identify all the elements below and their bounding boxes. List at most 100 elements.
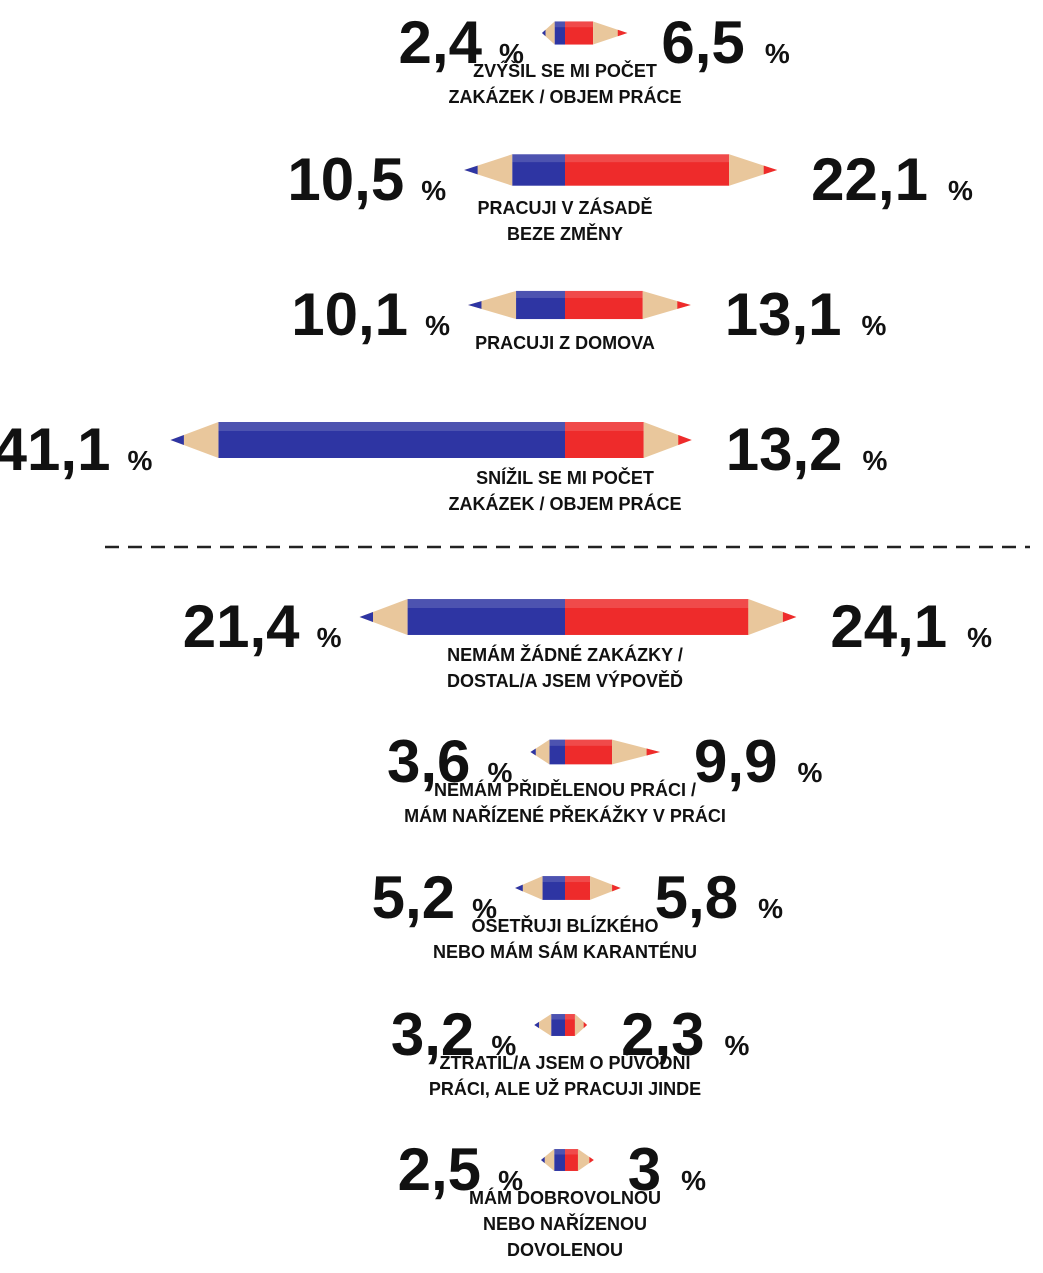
pencil-wood <box>748 599 797 635</box>
pencil-wood <box>530 739 550 765</box>
pencil-body <box>565 1149 578 1171</box>
pencil-lead <box>515 884 523 892</box>
pencil-half <box>359 599 565 635</box>
pencil-body <box>565 1014 575 1036</box>
pencil-shade <box>565 1014 575 1020</box>
percent-sign: % <box>128 445 153 476</box>
pencil-half <box>565 1014 588 1036</box>
pencil-wood <box>534 1014 552 1036</box>
category-label: ZAKÁZEK / OBJEM PRÁCE <box>448 493 681 514</box>
value-label: 13,2 <box>726 416 843 483</box>
category-label: DOVOLENOU <box>507 1240 623 1260</box>
pencil-half <box>464 154 565 186</box>
pencil-lead <box>612 884 621 892</box>
pencil-lead <box>541 1156 545 1164</box>
value-label: 24,1 <box>830 593 947 660</box>
value-label: 10,1 <box>291 281 408 348</box>
pencil-lead <box>541 29 546 37</box>
pencil-lead <box>464 165 478 175</box>
pencil-half <box>565 876 621 900</box>
value-label: 2,4 <box>399 9 483 76</box>
value-label: 6,5 <box>661 9 744 76</box>
pencil-lead <box>589 1156 594 1164</box>
pencil-wood <box>541 1149 555 1171</box>
pencil-lead <box>617 29 628 37</box>
percent-sign: % <box>725 1030 750 1061</box>
pencil-shade <box>554 21 565 28</box>
percent-sign: % <box>948 175 973 206</box>
pencil-half <box>565 422 692 458</box>
pencil-shade <box>516 290 565 298</box>
pencil-body <box>551 1014 565 1036</box>
percent-sign: % <box>425 310 450 341</box>
pencil-half <box>515 876 565 900</box>
pencil-body <box>565 876 591 900</box>
pencil-body <box>565 290 643 320</box>
pencil-body <box>554 1149 565 1171</box>
pencil-shade <box>542 876 565 883</box>
percent-sign: % <box>491 1030 516 1061</box>
category-label: ZTRATIL/A JSEM O PŮVODNÍ <box>439 1051 691 1073</box>
category-label: DOSTAL/A JSEM VÝPOVĚĎ <box>447 670 683 691</box>
pencil-wood <box>642 290 691 320</box>
pencil-half <box>565 290 691 320</box>
pencil-wood <box>590 876 621 900</box>
category-label: SNÍŽIL SE MI POČET <box>476 467 654 488</box>
value-label: 5,2 <box>372 864 455 931</box>
value-label: 13,1 <box>725 281 842 348</box>
value-label: 3,2 <box>391 1001 474 1068</box>
pencil-half <box>541 21 565 45</box>
pencil-shade <box>554 1149 565 1155</box>
category-label: ZAKÁZEK / OBJEM PRÁCE <box>448 86 681 107</box>
value-label: 22,1 <box>811 146 928 213</box>
value-label: 41,1 <box>0 416 110 483</box>
pencil-body <box>542 876 565 900</box>
category-label: PRACUJI V ZÁSADĚ <box>477 197 652 218</box>
category-label: OŠETŘUJI BLÍZKÉHO <box>471 915 658 936</box>
category-label: NEMÁM ŽÁDNÉ ZAKÁZKY / <box>447 644 683 665</box>
pencil-body <box>554 21 565 45</box>
pencil-half <box>565 599 797 635</box>
value-label: 5,8 <box>655 864 738 931</box>
percent-sign: % <box>488 757 513 788</box>
pencil-lead <box>468 301 482 309</box>
pencil-body <box>218 422 565 458</box>
pencil-wood <box>577 1149 594 1171</box>
pencil-body <box>516 290 565 320</box>
pencil-body <box>512 154 565 186</box>
pencil-shade <box>565 599 749 609</box>
percent-sign: % <box>499 38 524 69</box>
pencil-half <box>565 21 628 45</box>
pencil-wood <box>593 21 628 45</box>
pencil-half <box>530 739 565 765</box>
pencil-shade <box>565 1149 578 1155</box>
value-label: 3 <box>628 1136 661 1203</box>
pencil-wood <box>729 154 778 186</box>
pencil-shade <box>565 290 643 298</box>
pencil-shade <box>218 422 565 431</box>
pencil-lead <box>782 611 797 623</box>
pencil-half <box>565 739 661 765</box>
pencil-shade <box>565 154 730 163</box>
pencil-lead <box>170 434 184 446</box>
percent-sign: % <box>472 893 497 924</box>
pencil-body <box>407 599 565 635</box>
pencil-lead <box>530 748 536 756</box>
pencil-shade <box>565 739 613 746</box>
pencil-half <box>534 1014 565 1036</box>
pencil-shade <box>407 599 565 609</box>
pencil-body <box>565 599 749 635</box>
category-label: NEMÁM PŘIDĚLENOU PRÁCI / <box>434 779 696 800</box>
pencil-body <box>549 739 565 765</box>
percent-sign: % <box>681 1165 706 1196</box>
pencil-body <box>565 422 644 458</box>
pencil-half <box>541 1149 565 1171</box>
percent-sign: % <box>862 310 887 341</box>
pencil-body <box>565 154 730 186</box>
percent-sign: % <box>758 893 783 924</box>
pencil-lead <box>678 434 692 446</box>
pencil-shade <box>512 154 565 163</box>
pencil-wood <box>464 154 513 186</box>
pencil-half <box>170 422 565 458</box>
value-label: 10,5 <box>287 146 404 213</box>
